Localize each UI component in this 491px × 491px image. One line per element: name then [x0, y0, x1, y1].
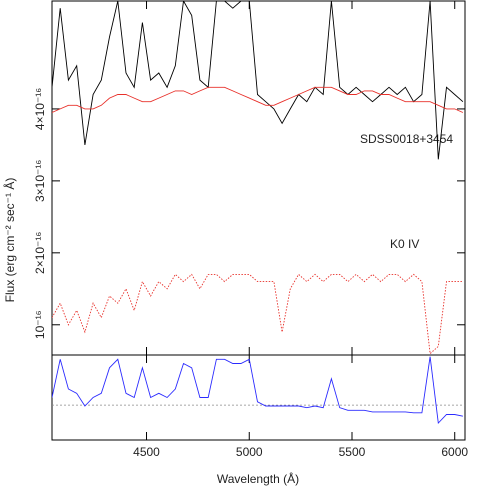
annotation: SDSS0018+3454 [360, 132, 453, 146]
annotation: K0 IV [390, 237, 419, 251]
bottom-frame [51, 354, 466, 441]
x-tick-label: 4500 [133, 445, 160, 459]
x-tick-label: 6000 [441, 445, 468, 459]
y-tick-label: 3×10⁻¹⁶ [33, 160, 47, 202]
series-line [52, 86, 464, 113]
y-tick-label: 4×10⁻¹⁶ [33, 88, 47, 130]
x-tick-label: 5000 [236, 445, 263, 459]
x-axis-title: Wavelength (Å) [217, 471, 299, 486]
top-frame [51, 0, 466, 356]
y-axis-title: Flux (erg cm⁻² sec⁻¹ Å) [2, 178, 17, 303]
series-line [52, 273, 463, 355]
series-line [52, 1, 464, 160]
series-line [52, 356, 463, 424]
x-tick-label: 5500 [339, 445, 366, 459]
y-tick-label: 10⁻¹⁶ [33, 310, 47, 339]
y-tick-label: 2×10⁻¹⁶ [33, 232, 47, 274]
